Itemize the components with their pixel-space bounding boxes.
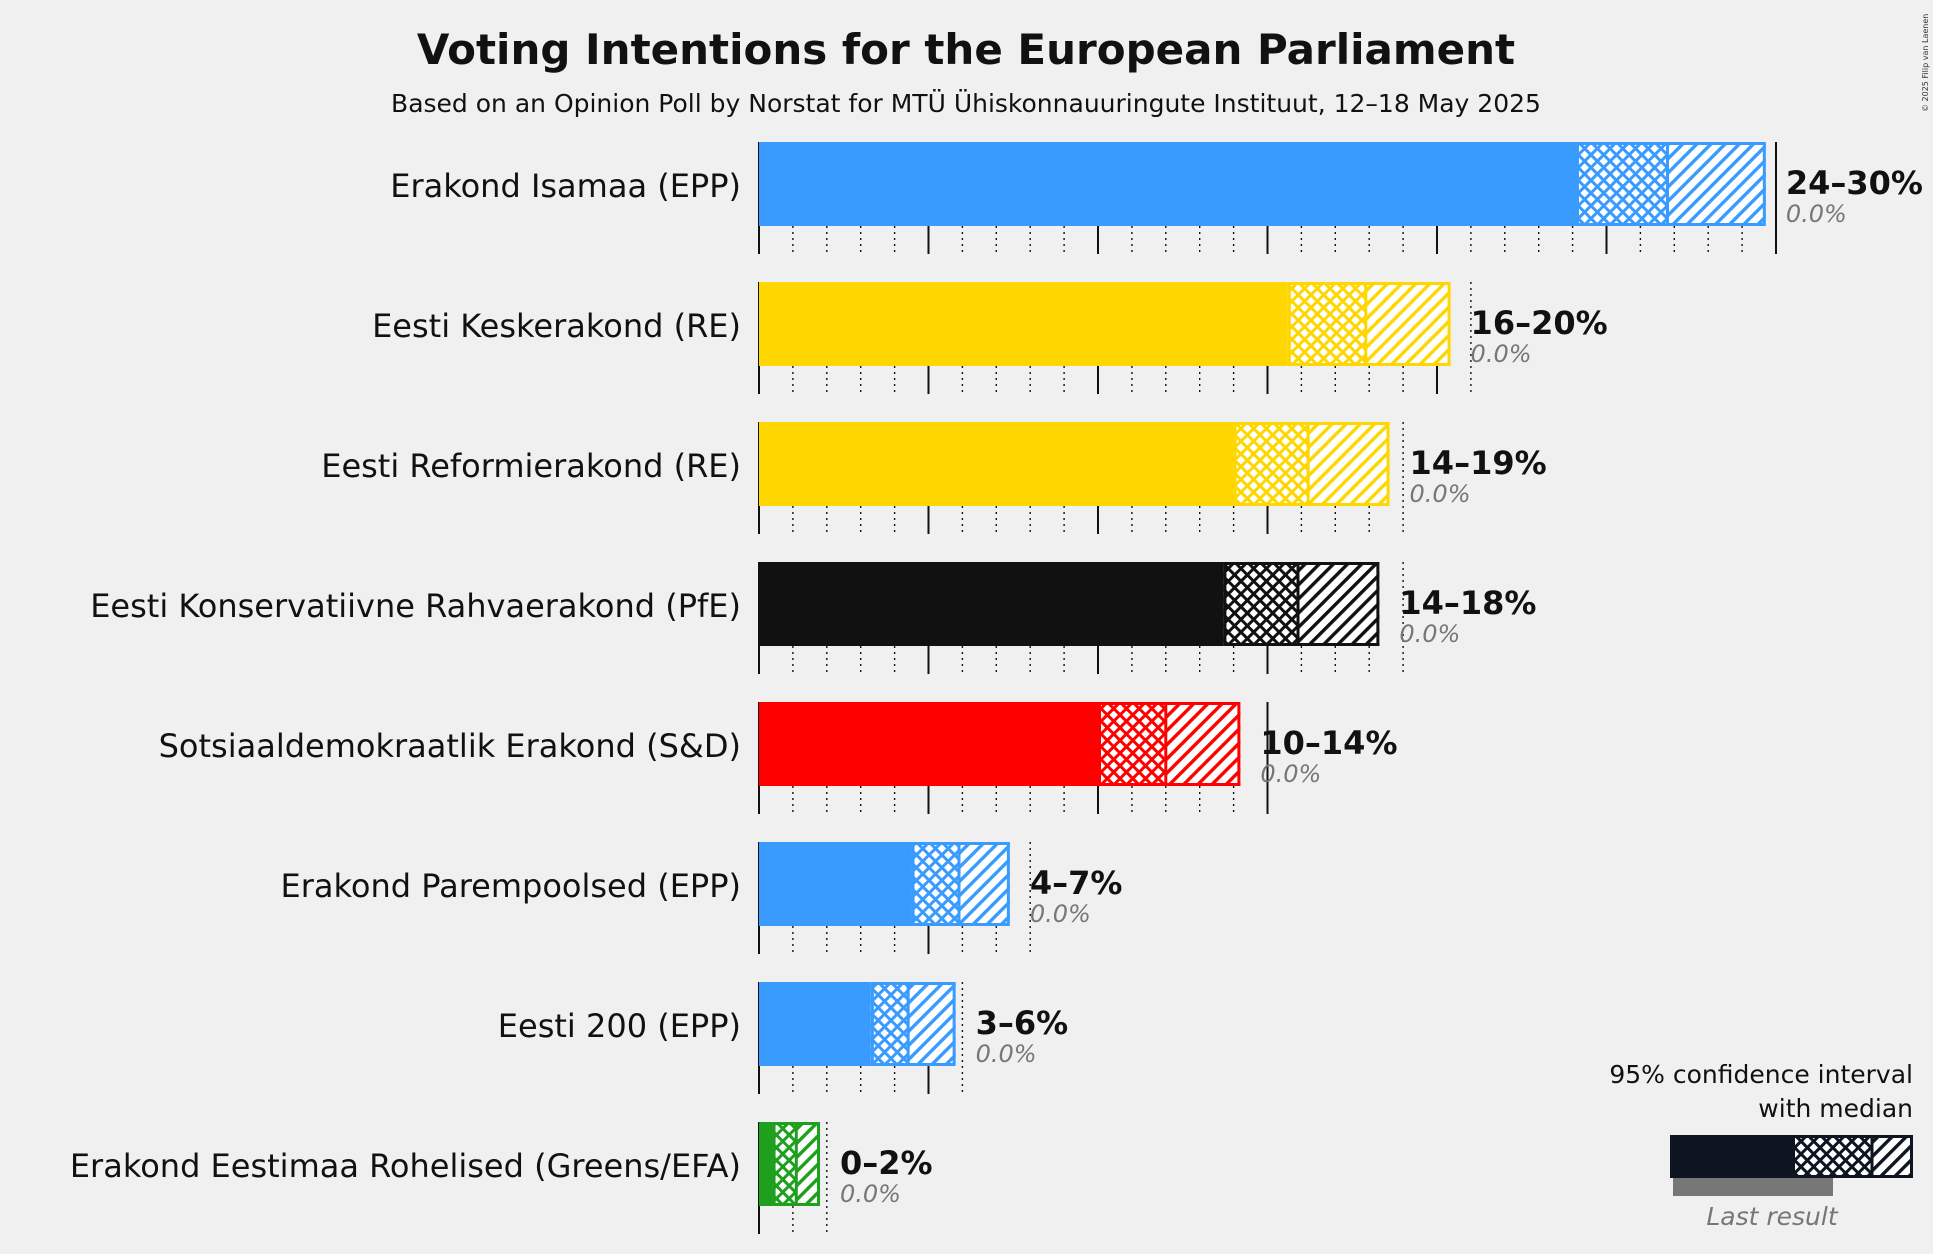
range-label: 24–30%: [1786, 164, 1923, 202]
range-label: 0–2%: [840, 1144, 933, 1182]
bar-solid: [759, 982, 871, 1066]
bar-cross: [1287, 282, 1366, 366]
bar-solid: [759, 842, 912, 926]
range-label: 14–18%: [1399, 584, 1536, 622]
legend-ci-solid: [1670, 1135, 1792, 1178]
last-result-label: 0.0%: [1786, 200, 1847, 228]
range-label: 10–14%: [1260, 724, 1397, 762]
party-label: Erakond Parempoolsed (EPP): [281, 867, 741, 905]
legend: 95% confidence interval with median Last…: [1609, 1060, 1913, 1231]
bar-outline: [772, 1122, 821, 1206]
bar-solid: [759, 702, 1098, 786]
party-label: Eesti Reformierakond (RE): [321, 447, 741, 485]
chart-title: Voting Intentions for the European Parli…: [417, 25, 1515, 74]
bar-cross: [772, 1122, 797, 1206]
party-label: Erakond Eestimaa Rohelised (Greens/EFA): [70, 1147, 741, 1185]
range-label: 14–19%: [1410, 444, 1547, 482]
copyright-text: © 2025 Filip van Laenen: [1921, 14, 1930, 112]
bar-solid: [759, 282, 1288, 366]
bar-outline: [1287, 282, 1451, 366]
legend-ci-diag: [1872, 1135, 1913, 1178]
bar-solid: [759, 422, 1234, 506]
bar-row-2: Eesti Reformierakond (RE) 14–19%0.0%: [321, 422, 1547, 508]
legend-last-result-label: Last result: [1706, 1202, 1838, 1231]
legend-line2: with median: [1758, 1094, 1913, 1123]
bar-row-5: Erakond Parempoolsed (EPP) 4–7%0.0%: [281, 842, 1123, 928]
bar-outline: [911, 842, 1010, 926]
range-label: 3–6%: [976, 1004, 1069, 1042]
range-label: 4–7%: [1030, 864, 1123, 902]
legend-ci-bar: [1670, 1135, 1913, 1178]
bar-cross: [1233, 422, 1309, 506]
party-label: Eesti Keskerakond (RE): [372, 307, 741, 345]
party-label: Erakond Isamaa (EPP): [390, 167, 741, 205]
bar-diag: [1308, 422, 1390, 506]
bar-row-0: Erakond Isamaa (EPP) 24–30%0.0%: [390, 142, 1923, 228]
bars: Erakond Isamaa (EPP) 24–30%0.0%Eesti Kesk…: [70, 142, 1923, 1208]
last-result-label: 0.0%: [1260, 760, 1321, 788]
party-label: Sotsiaaldemokraatlik Erakond (S&D): [159, 727, 741, 765]
bar-cross: [911, 842, 960, 926]
last-result-label: 0.0%: [976, 1040, 1037, 1068]
bar-cross: [1223, 562, 1299, 646]
bar-diag: [1165, 702, 1241, 786]
chart-subtitle: Based on an Opinion Poll by Norstat for …: [391, 89, 1541, 118]
legend-line1: 95% confidence interval: [1609, 1060, 1913, 1089]
bar-row-3: Eesti Konservatiivne Rahvaerakond (PfE) 1…: [90, 562, 1536, 648]
last-result-label: 0.0%: [1471, 340, 1532, 368]
bar-diag: [1667, 142, 1766, 226]
bar-cross: [1575, 142, 1668, 226]
bar-solid: [759, 1122, 773, 1206]
last-result-label: 0.0%: [1399, 620, 1460, 648]
bar-cross: [870, 982, 909, 1066]
bar-outline: [870, 982, 956, 1066]
bar-diag: [959, 842, 1010, 926]
bar-outline: [1233, 422, 1390, 506]
bar-diag: [796, 1122, 821, 1206]
bar-diag: [1298, 562, 1380, 646]
bar-diag: [1365, 282, 1451, 366]
bar-cross: [1098, 702, 1166, 786]
legend-last-result-bar: [1673, 1178, 1833, 1196]
bar-row-7: Erakond Eestimaa Rohelised (Greens/EFA) 0…: [70, 1122, 933, 1208]
legend-ci-cross: [1792, 1135, 1872, 1178]
bar-outline: [1098, 702, 1241, 786]
bar-outline: [1575, 142, 1766, 226]
last-result-label: 0.0%: [1030, 900, 1091, 928]
party-label: Eesti 200 (EPP): [498, 1007, 741, 1045]
bar-solid: [759, 562, 1224, 646]
range-label: 16–20%: [1471, 304, 1608, 342]
bar-row-4: Sotsiaaldemokraatlik Erakond (S&D) 10–14%…: [159, 702, 1398, 788]
legend-ci-outline: [1792, 1135, 1913, 1178]
bar-row-1: Eesti Keskerakond (RE) 16–20%0.0%: [372, 282, 1608, 368]
last-result-label: 0.0%: [840, 1180, 901, 1208]
last-result-label: 0.0%: [1410, 480, 1471, 508]
bar-solid: [759, 142, 1576, 226]
bar-outline: [1223, 562, 1380, 646]
bar-diag: [908, 982, 956, 1066]
bar-row-6: Eesti 200 (EPP) 3–6%0.0%: [498, 982, 1068, 1068]
party-label: Eesti Konservatiivne Rahvaerakond (PfE): [90, 587, 741, 625]
